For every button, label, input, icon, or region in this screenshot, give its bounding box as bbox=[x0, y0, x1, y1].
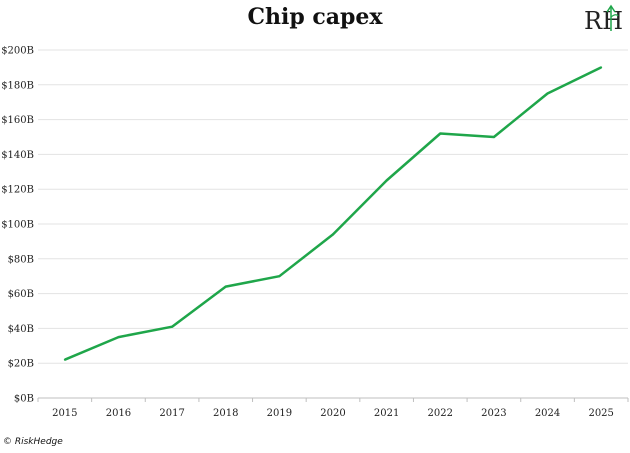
y-tick-label: $80B bbox=[8, 254, 34, 265]
y-tick-label: $120B bbox=[1, 185, 34, 196]
y-tick-label: $140B bbox=[1, 150, 34, 161]
data-point bbox=[546, 92, 549, 95]
x-tick-label: 2020 bbox=[320, 408, 345, 419]
data-point bbox=[439, 132, 442, 135]
series-line bbox=[64, 66, 602, 361]
source-credit: © RiskHedge bbox=[3, 437, 63, 447]
y-tick-label: $200B bbox=[1, 46, 34, 57]
data-point bbox=[171, 325, 174, 328]
data-point bbox=[492, 136, 495, 138]
y-tick-label: $60B bbox=[8, 289, 34, 300]
x-tick-label: 2017 bbox=[159, 408, 184, 419]
x-tick-label: 2023 bbox=[481, 408, 506, 419]
x-tick-label: 2022 bbox=[428, 408, 453, 419]
y-tick-label: $180B bbox=[1, 80, 34, 91]
data-point bbox=[63, 358, 66, 361]
x-tick-label: 2021 bbox=[374, 408, 399, 419]
x-tick-label: 2024 bbox=[535, 408, 560, 419]
y-tick-label: $40B bbox=[8, 324, 34, 335]
x-tick-label: 2018 bbox=[213, 408, 238, 419]
x-tick-label: 2019 bbox=[267, 408, 292, 419]
svg-text:RH: RH bbox=[584, 7, 623, 35]
y-axis: $0B $20B $40B $60B $80B $100B $120B $140B $160B $… bbox=[1, 46, 34, 405]
x-tick-label: 2016 bbox=[106, 408, 131, 419]
y-tick-label: $0B bbox=[14, 394, 34, 405]
x-tick-label: 2015 bbox=[52, 408, 77, 419]
riskhedge-logo: RH bbox=[584, 4, 623, 35]
gridlines bbox=[38, 49, 628, 399]
x-tick-label: 2025 bbox=[588, 408, 613, 419]
data-point bbox=[332, 233, 334, 236]
chart-title: Chip capex bbox=[247, 4, 383, 30]
y-tick-label: $20B bbox=[8, 359, 34, 370]
data-point bbox=[224, 285, 227, 288]
x-axis: 2015 2016 2017 2018 2019 2020 2021 2022 2023 2024… bbox=[37, 398, 629, 419]
y-tick-label: $100B bbox=[1, 220, 34, 231]
data-series bbox=[63, 66, 603, 361]
data-point bbox=[385, 179, 388, 182]
data-point bbox=[117, 336, 120, 339]
data-point bbox=[278, 275, 281, 278]
data-point bbox=[600, 66, 603, 69]
y-tick-label: $160B bbox=[1, 115, 34, 126]
